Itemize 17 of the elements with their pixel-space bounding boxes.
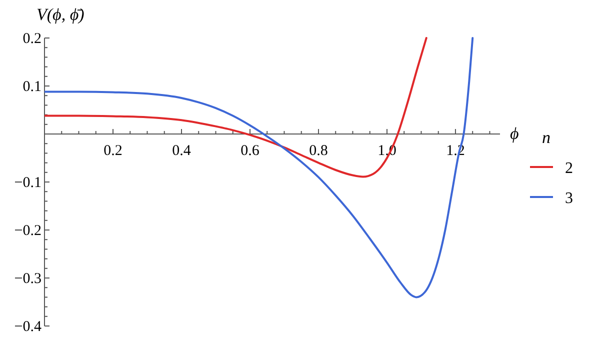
text: 0.2	[104, 143, 122, 159]
y-tick-label: −0.3	[14, 271, 42, 287]
y-axis-title: V(ϕ, ϕ̄)	[36, 5, 85, 24]
x-axis-title: ϕ	[510, 124, 519, 143]
line-series	[44, 37, 474, 298]
y-tick-label: −0.4	[14, 319, 42, 335]
x-tick-label: 0.4	[172, 143, 192, 159]
y-tick-label: −0.2	[14, 223, 42, 239]
y-tick-label: 0.2	[22, 31, 42, 47]
legend-title: n	[542, 128, 550, 147]
legend-label: 3	[565, 190, 573, 207]
line-series	[44, 37, 428, 178]
legend-label: 2	[565, 160, 573, 177]
x-tick-label: 0.8	[309, 143, 328, 159]
x-tick-label: 0.6	[240, 143, 260, 159]
y-tick-label: −0.1	[14, 175, 42, 191]
y-tick-label: 0.1	[22, 79, 42, 95]
